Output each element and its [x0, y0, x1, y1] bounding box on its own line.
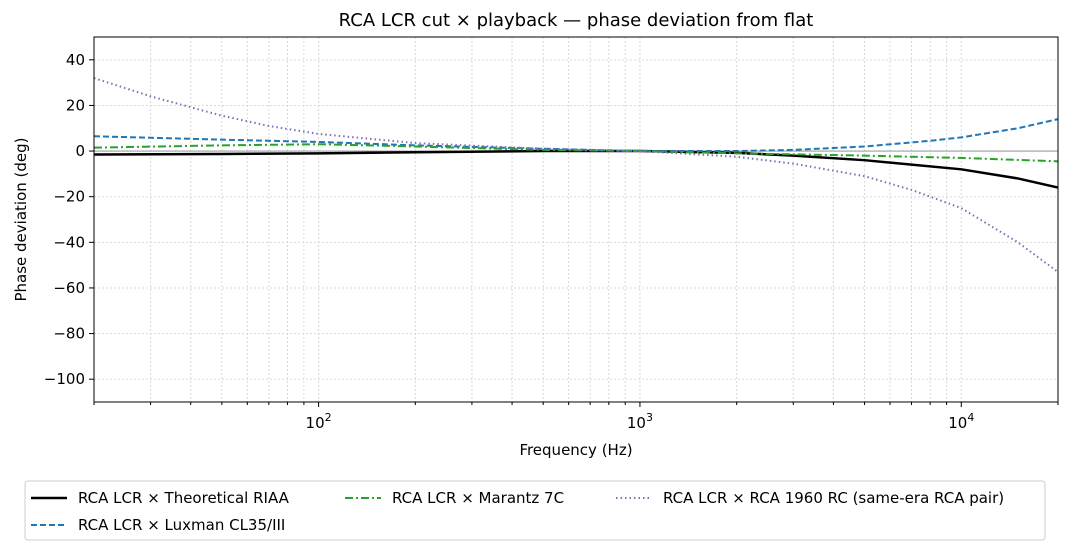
x-tick-label: 102	[306, 411, 332, 432]
grid	[93, 37, 1059, 402]
y-tick-label: 20	[66, 96, 85, 114]
y-axis: 40 20 0 −20 −40 −60 −80 −100	[44, 51, 94, 388]
legend-label-2: RCA LCR × Luxman CL35/III	[78, 516, 285, 534]
y-tick-label: −60	[53, 279, 85, 297]
x-axis-label: Frequency (Hz)	[519, 441, 632, 459]
series-line-2	[93, 118, 1059, 153]
legend-label-4: RCA LCR × RCA 1960 RC (same-era RCA pair…	[663, 489, 1004, 507]
plot-frame	[93, 36, 1059, 403]
x-tick-label: 104	[948, 411, 974, 432]
y-tick-label: −100	[44, 370, 85, 388]
y-axis-label: Phase deviation (deg)	[12, 137, 30, 301]
y-tick-label: 40	[66, 51, 85, 69]
chart-title: RCA LCR cut × playback — phase deviation…	[339, 10, 814, 31]
y-tick-label: −20	[53, 188, 85, 206]
y-tick-label: −40	[53, 233, 85, 251]
series-layer	[93, 77, 1059, 273]
x-tick-label: 103	[627, 411, 653, 432]
series-line-4	[93, 77, 1059, 273]
legend-frame	[24, 480, 1046, 541]
x-axis: 102 103 104	[93, 402, 1059, 432]
legend-label-3: RCA LCR × Marantz 7C	[392, 489, 564, 507]
legend-label-1: RCA LCR × Theoretical RIAA	[78, 489, 290, 507]
legend: RCA LCR × Theoretical RIAA RCA LCR × Luxm…	[24, 480, 1046, 541]
y-tick-label: −80	[53, 325, 85, 343]
y-tick-label: 0	[75, 142, 85, 160]
